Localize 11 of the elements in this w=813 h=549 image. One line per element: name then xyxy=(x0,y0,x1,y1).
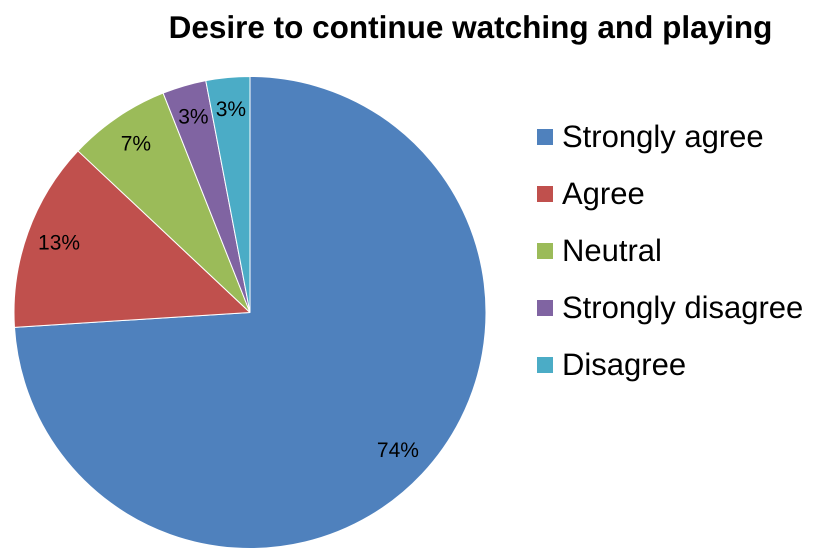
data-label: 13% xyxy=(38,232,80,255)
data-label: 3% xyxy=(178,105,209,128)
legend-label: Strongly agree xyxy=(562,118,764,154)
legend-label: Disagree xyxy=(562,346,686,382)
data-label: 3% xyxy=(216,98,246,122)
legend-label: Strongly disagree xyxy=(562,290,804,326)
legend-label: Agree xyxy=(562,176,645,212)
legend-label: Neutral xyxy=(562,232,662,268)
chart-title: Desire to continue watching and playing xyxy=(168,8,774,46)
data-label: 7% xyxy=(120,132,152,156)
data-label: 74% xyxy=(376,439,419,462)
